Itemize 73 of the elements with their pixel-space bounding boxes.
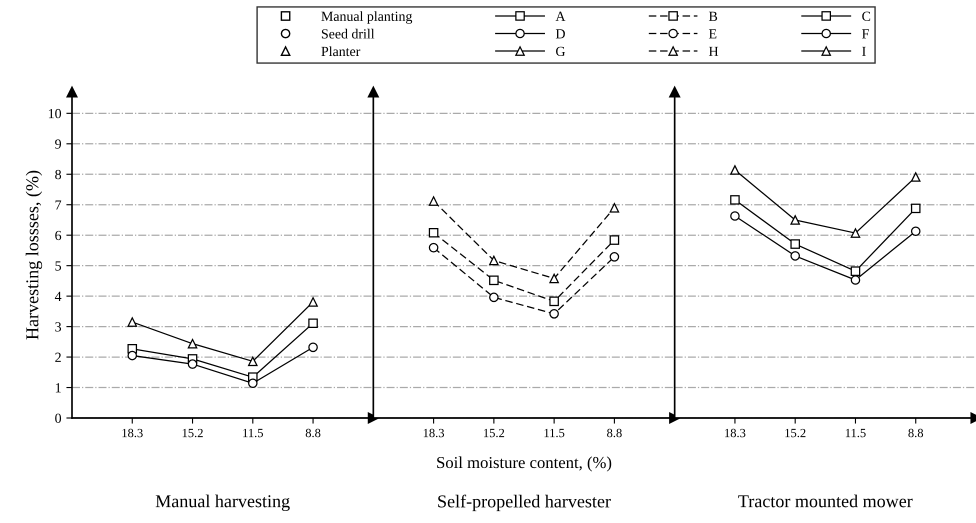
text: Manual harvesting: [156, 494, 290, 512]
point: [308, 297, 318, 307]
legend-label: C: [862, 12, 870, 21]
point: [610, 202, 620, 213]
point: [790, 239, 800, 249]
x-tick-label: 11.5: [846, 428, 866, 438]
y-tick-label: 4: [54, 292, 62, 301]
point: [248, 356, 258, 366]
point: [489, 256, 499, 266]
point: [549, 309, 559, 319]
x-tick-label: 15.2: [484, 428, 504, 438]
point: [549, 296, 559, 306]
point: [610, 235, 620, 245]
y-tick-label: 6: [55, 230, 62, 240]
point: [188, 359, 198, 369]
text: Manual planting: [321, 11, 412, 24]
y-tick-label: 0: [55, 414, 62, 423]
point: [308, 342, 318, 352]
point: [489, 292, 499, 302]
x-tick-label: 8.8: [306, 428, 320, 438]
x-tick-label: 15.2: [785, 428, 806, 438]
x-tick-label: 11.5: [243, 428, 264, 438]
point: [850, 266, 860, 276]
x-tick-label: 8.8: [908, 428, 924, 438]
point: [127, 317, 138, 327]
y-tick-label: 10: [48, 108, 62, 118]
x-tick-label: 15.2: [182, 428, 203, 438]
point: [730, 211, 740, 221]
y-tick-label: 1: [56, 383, 61, 392]
y-tick-label: 5: [55, 261, 62, 271]
text: Seed drill: [322, 28, 374, 39]
x-tick-label: 11.5: [544, 428, 564, 438]
point: [549, 274, 559, 284]
y-tick-label: 8: [55, 170, 62, 180]
legend-label: E: [708, 29, 716, 38]
legend-label: D: [556, 29, 565, 38]
text: Self-propelled harvester: [438, 494, 611, 512]
y-tick-label: 7: [56, 200, 62, 210]
legend-label: F: [862, 29, 869, 38]
point: [489, 275, 499, 286]
text: Planter: [321, 46, 360, 56]
point: [428, 242, 438, 252]
legend-label: G: [556, 46, 566, 56]
y-tick-label: 2: [55, 352, 61, 362]
y-tick-label: 9: [55, 139, 62, 149]
x-tick-label: 18.3: [122, 428, 143, 438]
y-axis-title: Harvesting lossses, (%): [26, 170, 42, 340]
point: [790, 215, 800, 225]
x-tick-label: 8.8: [607, 428, 622, 438]
legend-label: I: [862, 46, 866, 56]
point: [248, 378, 258, 388]
point: [730, 165, 740, 175]
legend-label: B: [708, 12, 718, 21]
point: [910, 204, 921, 214]
point: [188, 338, 198, 348]
point: [910, 172, 921, 182]
point: [850, 228, 860, 238]
point: [428, 196, 438, 206]
x-axis-title: Soil moisture content, (%): [437, 456, 612, 472]
point: [910, 226, 921, 236]
x-tick-label: 18.3: [424, 428, 444, 438]
point: [308, 318, 318, 328]
point: [790, 251, 800, 261]
text: Tractor mounted mower: [738, 494, 913, 508]
legend-label: H: [708, 46, 718, 56]
point: [127, 350, 138, 360]
x-tick-label: 18.3: [725, 428, 746, 438]
point: [610, 252, 620, 262]
point: [850, 275, 860, 285]
legend-label: A: [556, 12, 566, 21]
point: [730, 195, 740, 205]
y-tick-label: 3: [55, 322, 62, 332]
point: [428, 228, 438, 238]
